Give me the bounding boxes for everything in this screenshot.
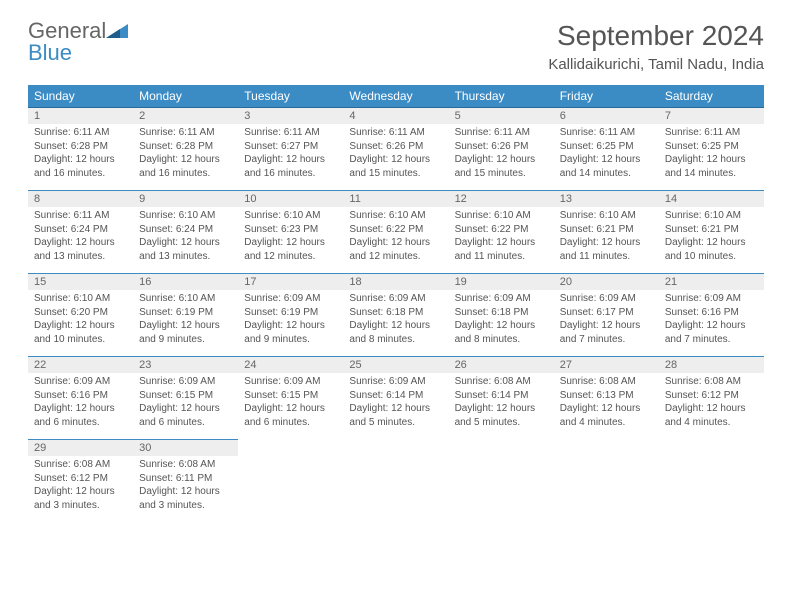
day-number-cell — [659, 440, 764, 457]
day-detail-cell: Sunrise: 6:09 AMSunset: 6:15 PMDaylight:… — [133, 373, 238, 440]
day-number-row: 22232425262728 — [28, 357, 764, 374]
day-detail-cell: Sunrise: 6:08 AMSunset: 6:14 PMDaylight:… — [449, 373, 554, 440]
day-number-cell: 27 — [554, 357, 659, 374]
day-number-cell: 18 — [343, 274, 448, 291]
day-detail-cell: Sunrise: 6:09 AMSunset: 6:19 PMDaylight:… — [238, 290, 343, 357]
day-number-cell: 11 — [343, 191, 448, 208]
day-detail-cell: Sunrise: 6:10 AMSunset: 6:21 PMDaylight:… — [659, 207, 764, 274]
day-detail-cell: Sunrise: 6:11 AMSunset: 6:25 PMDaylight:… — [659, 124, 764, 191]
day-number-cell — [449, 440, 554, 457]
day-detail-cell — [238, 456, 343, 522]
day-detail-cell: Sunrise: 6:11 AMSunset: 6:27 PMDaylight:… — [238, 124, 343, 191]
day-detail-cell — [659, 456, 764, 522]
day-number-cell: 7 — [659, 108, 764, 125]
day-detail-cell: Sunrise: 6:09 AMSunset: 6:18 PMDaylight:… — [343, 290, 448, 357]
day-detail-row: Sunrise: 6:11 AMSunset: 6:28 PMDaylight:… — [28, 124, 764, 191]
day-number-cell: 30 — [133, 440, 238, 457]
day-number-cell: 17 — [238, 274, 343, 291]
day-detail-cell: Sunrise: 6:10 AMSunset: 6:22 PMDaylight:… — [449, 207, 554, 274]
day-detail-cell: Sunrise: 6:10 AMSunset: 6:21 PMDaylight:… — [554, 207, 659, 274]
day-number-row: 1234567 — [28, 108, 764, 125]
day-detail-cell: Sunrise: 6:09 AMSunset: 6:18 PMDaylight:… — [449, 290, 554, 357]
day-detail-cell: Sunrise: 6:10 AMSunset: 6:19 PMDaylight:… — [133, 290, 238, 357]
day-number-row: 891011121314 — [28, 191, 764, 208]
day-detail-cell: Sunrise: 6:11 AMSunset: 6:28 PMDaylight:… — [28, 124, 133, 191]
day-number-cell — [554, 440, 659, 457]
day-number-cell: 23 — [133, 357, 238, 374]
day-detail-row: Sunrise: 6:10 AMSunset: 6:20 PMDaylight:… — [28, 290, 764, 357]
day-detail-row: Sunrise: 6:11 AMSunset: 6:24 PMDaylight:… — [28, 207, 764, 274]
day-number-cell — [238, 440, 343, 457]
weekday-header: Wednesday — [343, 85, 448, 108]
logo: General Blue — [28, 20, 128, 64]
day-detail-cell: Sunrise: 6:10 AMSunset: 6:22 PMDaylight:… — [343, 207, 448, 274]
day-number-cell: 4 — [343, 108, 448, 125]
day-detail-cell — [449, 456, 554, 522]
day-detail-cell: Sunrise: 6:09 AMSunset: 6:16 PMDaylight:… — [659, 290, 764, 357]
day-number-cell: 8 — [28, 191, 133, 208]
day-detail-cell: Sunrise: 6:10 AMSunset: 6:24 PMDaylight:… — [133, 207, 238, 274]
day-detail-cell: Sunrise: 6:08 AMSunset: 6:12 PMDaylight:… — [28, 456, 133, 522]
location: Kallidaikurichi, Tamil Nadu, India — [548, 56, 764, 73]
weekday-header: Friday — [554, 85, 659, 108]
title-block: September 2024 Kallidaikurichi, Tamil Na… — [548, 20, 764, 73]
day-detail-cell — [554, 456, 659, 522]
day-detail-cell: Sunrise: 6:08 AMSunset: 6:11 PMDaylight:… — [133, 456, 238, 522]
day-detail-cell: Sunrise: 6:10 AMSunset: 6:23 PMDaylight:… — [238, 207, 343, 274]
day-number-cell: 24 — [238, 357, 343, 374]
day-number-cell: 1 — [28, 108, 133, 125]
month-title: September 2024 — [548, 20, 764, 52]
day-number-cell: 20 — [554, 274, 659, 291]
day-number-cell: 5 — [449, 108, 554, 125]
day-detail-cell: Sunrise: 6:11 AMSunset: 6:28 PMDaylight:… — [133, 124, 238, 191]
day-detail-cell: Sunrise: 6:09 AMSunset: 6:14 PMDaylight:… — [343, 373, 448, 440]
logo-text: General Blue — [28, 20, 128, 64]
weekday-header: Sunday — [28, 85, 133, 108]
day-detail-cell: Sunrise: 6:09 AMSunset: 6:15 PMDaylight:… — [238, 373, 343, 440]
day-number-cell: 12 — [449, 191, 554, 208]
day-detail-row: Sunrise: 6:08 AMSunset: 6:12 PMDaylight:… — [28, 456, 764, 522]
day-number-cell: 28 — [659, 357, 764, 374]
logo-triangle-icon — [106, 20, 128, 42]
day-number-cell: 14 — [659, 191, 764, 208]
day-number-cell: 3 — [238, 108, 343, 125]
day-number-cell: 29 — [28, 440, 133, 457]
weekday-header: Thursday — [449, 85, 554, 108]
calendar-table: SundayMondayTuesdayWednesdayThursdayFrid… — [28, 85, 764, 522]
logo-text-blue: Blue — [28, 40, 72, 65]
day-detail-cell: Sunrise: 6:09 AMSunset: 6:17 PMDaylight:… — [554, 290, 659, 357]
day-detail-cell: Sunrise: 6:11 AMSunset: 6:24 PMDaylight:… — [28, 207, 133, 274]
day-number-cell: 21 — [659, 274, 764, 291]
day-number-cell: 13 — [554, 191, 659, 208]
day-number-row: 15161718192021 — [28, 274, 764, 291]
day-number-cell: 22 — [28, 357, 133, 374]
day-number-cell: 16 — [133, 274, 238, 291]
day-number-cell: 25 — [343, 357, 448, 374]
day-number-cell: 10 — [238, 191, 343, 208]
day-detail-cell: Sunrise: 6:08 AMSunset: 6:13 PMDaylight:… — [554, 373, 659, 440]
day-detail-cell — [343, 456, 448, 522]
day-number-cell — [343, 440, 448, 457]
day-number-cell: 26 — [449, 357, 554, 374]
weekday-header: Saturday — [659, 85, 764, 108]
day-detail-cell: Sunrise: 6:10 AMSunset: 6:20 PMDaylight:… — [28, 290, 133, 357]
day-number-cell: 6 — [554, 108, 659, 125]
day-number-cell: 2 — [133, 108, 238, 125]
day-number-cell: 19 — [449, 274, 554, 291]
weekday-header-row: SundayMondayTuesdayWednesdayThursdayFrid… — [28, 85, 764, 108]
weekday-header: Tuesday — [238, 85, 343, 108]
day-number-row: 2930 — [28, 440, 764, 457]
day-number-cell: 15 — [28, 274, 133, 291]
header: General Blue September 2024 Kallidaikuri… — [28, 20, 764, 73]
weekday-header: Monday — [133, 85, 238, 108]
day-detail-cell: Sunrise: 6:08 AMSunset: 6:12 PMDaylight:… — [659, 373, 764, 440]
day-detail-cell: Sunrise: 6:11 AMSunset: 6:26 PMDaylight:… — [449, 124, 554, 191]
day-number-cell: 9 — [133, 191, 238, 208]
day-detail-cell: Sunrise: 6:09 AMSunset: 6:16 PMDaylight:… — [28, 373, 133, 440]
day-detail-row: Sunrise: 6:09 AMSunset: 6:16 PMDaylight:… — [28, 373, 764, 440]
day-detail-cell: Sunrise: 6:11 AMSunset: 6:25 PMDaylight:… — [554, 124, 659, 191]
day-detail-cell: Sunrise: 6:11 AMSunset: 6:26 PMDaylight:… — [343, 124, 448, 191]
